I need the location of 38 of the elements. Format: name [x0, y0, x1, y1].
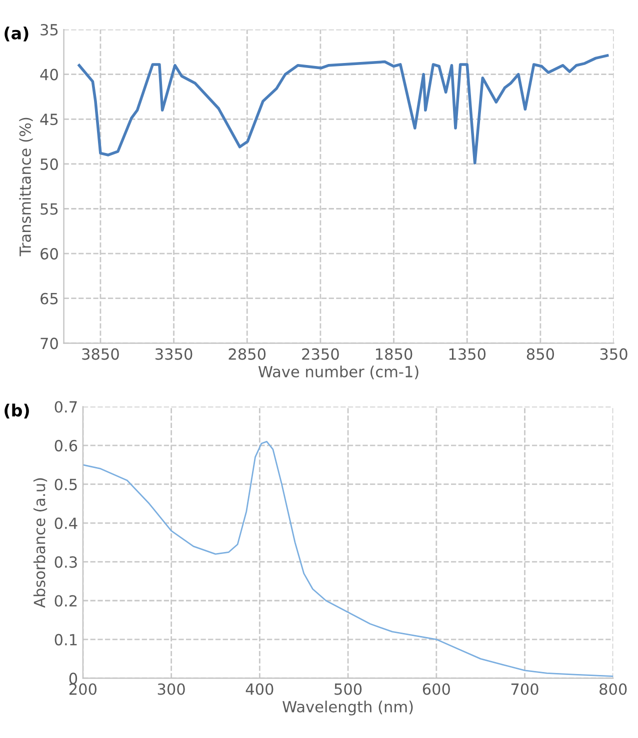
y-tick-label: 0.7: [54, 401, 77, 413]
x-tick-label: 1350: [449, 348, 486, 360]
x-tick-label: 2350: [302, 348, 339, 360]
y-tick-label: 70: [40, 338, 58, 350]
y-tick-label: 50: [40, 158, 58, 170]
y-tick-label: 0.5: [54, 478, 77, 490]
y-tick-label: 65: [40, 292, 58, 304]
x-tick-label: 850: [526, 348, 554, 360]
y-tick-label: 0.3: [54, 556, 77, 568]
y-tick-label: 0.1: [54, 634, 77, 646]
chart-title: (a): [4, 26, 28, 42]
chart-title: (b): [4, 404, 29, 419]
x-tick-label: 350: [600, 348, 628, 360]
y-tick-label: 0.6: [54, 440, 78, 452]
y-tick-label: 0.2: [54, 595, 77, 607]
y-tick-label: 60: [40, 248, 58, 260]
y-tick-label: 40: [40, 68, 58, 80]
y-axis-title: Transmittance (%): [19, 118, 33, 256]
x-tick-label: 800: [600, 683, 627, 695]
x-tick-label: 3350: [156, 348, 192, 360]
y-tick-label: 45: [40, 114, 58, 126]
y-tick-label: 0.4: [54, 517, 78, 530]
y-tick-label: 55: [40, 203, 58, 215]
y-tick-label: 0: [69, 672, 78, 684]
x-tick-label: 400: [246, 683, 274, 695]
x-tick-label: 1850: [376, 348, 412, 360]
x-tick-label: 500: [334, 683, 362, 695]
y-tick-label: 35: [40, 24, 58, 36]
x-tick-label: 300: [158, 683, 185, 695]
x-tick-label: 700: [511, 683, 538, 695]
x-tick-label: 200: [69, 683, 97, 695]
line-series: [78, 54, 609, 164]
x-tick-label: 2850: [228, 348, 266, 360]
x-axis-title: Wavelength (nm): [282, 700, 413, 716]
x-axis-title: Wave number (cm-1): [258, 366, 418, 380]
y-axis-title: Absorbance (a.u): [33, 478, 48, 608]
x-tick-label: 600: [422, 683, 450, 695]
x-tick-label: 3850: [82, 348, 119, 360]
